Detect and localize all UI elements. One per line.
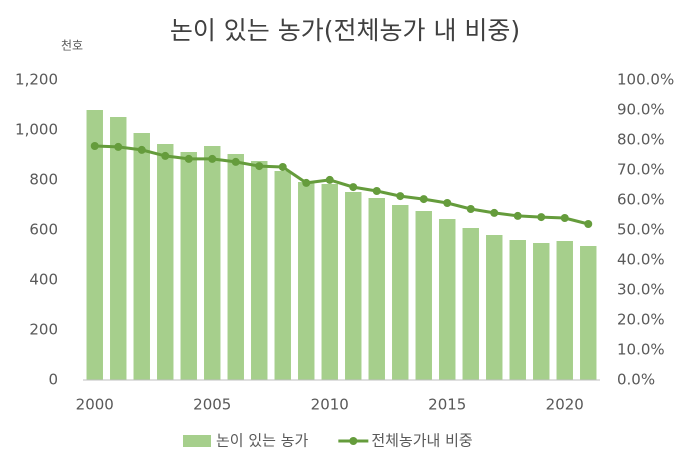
- y2-tick-label: 80.0%: [617, 131, 665, 149]
- y-unit: 천호: [61, 38, 83, 53]
- bar: [321, 184, 338, 380]
- legend-label: 논이 있는 농가: [216, 432, 309, 450]
- line-marker: [372, 187, 381, 195]
- bar: [133, 133, 150, 380]
- bar: [439, 219, 456, 380]
- y2-tick-label: 10.0%: [617, 341, 665, 359]
- bar: [415, 211, 432, 380]
- bar: [227, 154, 244, 380]
- line-marker: [419, 195, 428, 204]
- line-marker: [114, 142, 123, 151]
- legend-label: 전체농가내 비중: [371, 432, 472, 450]
- line-marker: [396, 192, 405, 201]
- line-marker: [90, 142, 99, 150]
- x-tick-label: 2015: [428, 396, 466, 414]
- line-marker: [278, 163, 287, 171]
- line-marker: [302, 178, 311, 187]
- y2-tick-label: 50.0%: [617, 221, 665, 239]
- bar: [274, 171, 291, 380]
- y-tick-label: 800: [29, 171, 58, 189]
- line-marker: [161, 151, 170, 160]
- line-marker: [208, 154, 217, 163]
- line-marker: [466, 205, 475, 213]
- line-marker: [560, 214, 569, 222]
- y2-tick-label: 60.0%: [617, 191, 665, 209]
- bar: [86, 110, 103, 380]
- legend-swatch-marker: [349, 437, 358, 445]
- line-marker: [325, 175, 334, 184]
- line-marker: [584, 220, 593, 228]
- y2-tick-label: 20.0%: [617, 311, 665, 329]
- line-marker: [255, 162, 264, 171]
- y-tick-label: 1,200: [15, 71, 58, 89]
- line-marker: [537, 213, 546, 222]
- bar: [556, 241, 573, 380]
- y-tick-label: 600: [29, 221, 58, 239]
- bar: [533, 243, 550, 380]
- y2-tick-label: 40.0%: [617, 251, 665, 269]
- x-tick-label: 2010: [311, 396, 349, 414]
- chart-title: 논이 있는 농가(전체농가 내 비중): [170, 16, 520, 45]
- line: [94, 144, 589, 226]
- bar: [392, 205, 409, 380]
- bar: [204, 146, 221, 380]
- line-marker: [349, 183, 358, 192]
- x-tick-label: 2005: [193, 396, 231, 414]
- y-tick-label: 200: [29, 321, 58, 339]
- bar: [180, 152, 197, 380]
- x-tick-label: 2000: [76, 396, 114, 414]
- y2-tick-label: 0.0%: [617, 371, 655, 389]
- y2-tick-label: 30.0%: [617, 281, 665, 299]
- bar: [509, 240, 526, 380]
- bar: [462, 228, 479, 380]
- x-tick-label: 2020: [546, 396, 584, 414]
- y-tick-label: 0: [48, 371, 58, 389]
- bar: [251, 161, 268, 380]
- bar: [298, 182, 315, 380]
- legend-swatch: [183, 435, 211, 447]
- y-tick-label: 1,000: [15, 121, 58, 139]
- line-marker: [443, 199, 452, 207]
- y-tick-label: 400: [29, 271, 58, 289]
- line-marker: [513, 211, 522, 220]
- bar: [580, 246, 597, 380]
- line-marker: [137, 145, 146, 154]
- line-marker: [490, 208, 499, 217]
- y2-tick-label: 70.0%: [617, 161, 665, 179]
- bar: [345, 192, 362, 380]
- line-marker: [231, 157, 240, 166]
- line-marker: [184, 154, 193, 163]
- y2-tick-label: 100.0%: [617, 71, 674, 89]
- bar: [368, 198, 385, 380]
- bar: [157, 144, 174, 380]
- y2-tick-label: 90.0%: [617, 101, 665, 119]
- bar: [486, 235, 503, 380]
- bar: [110, 117, 127, 380]
